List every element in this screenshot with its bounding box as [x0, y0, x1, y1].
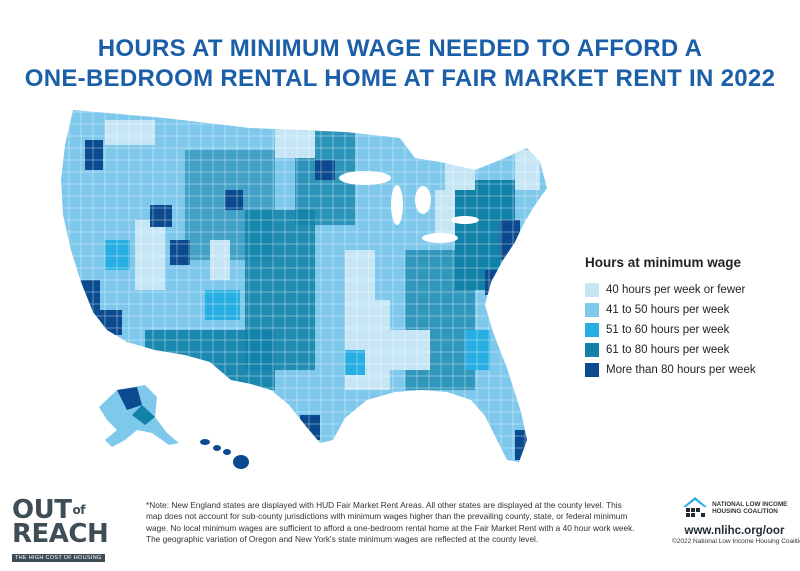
- hawaii: [200, 439, 249, 469]
- legend-swatch: [585, 323, 599, 337]
- alaska: [99, 385, 179, 447]
- logo-reach: REACH: [12, 519, 109, 549]
- footnote: *Note: New England states are displayed …: [146, 500, 635, 544]
- logo-subtitle: THE HIGH COST OF HOUSING: [12, 554, 105, 562]
- legend-swatch: [585, 363, 599, 377]
- legend-item: More than 80 hours per week: [585, 363, 795, 377]
- legend-title: Hours at minimum wage: [585, 255, 742, 270]
- org-name-line-2: HOUSING COALITION: [712, 508, 778, 515]
- org-name-line-1: NATIONAL LOW INCOME: [712, 501, 788, 508]
- map-title: HOURS AT MINIMUM WAGE NEEDED TO AFFORD A…: [0, 34, 800, 94]
- legend-label: 41 to 50 hours per week: [606, 304, 730, 316]
- legend-label: 61 to 80 hours per week: [606, 344, 730, 356]
- house-icon: [682, 497, 707, 517]
- logo-of: of: [72, 503, 85, 517]
- legend-label: 40 hours per week or fewer: [606, 284, 746, 296]
- title-line-1: HOURS AT MINIMUM WAGE NEEDED TO AFFORD A: [97, 35, 703, 62]
- legend-label: More than 80 hours per week: [606, 364, 756, 376]
- copyright: ©2022 National Low Income Housing Coalit…: [672, 538, 800, 545]
- legend-item: 51 to 60 hours per week: [585, 323, 795, 337]
- legend-item: 40 hours per week or fewer: [585, 283, 795, 297]
- legend-swatch: [585, 303, 599, 317]
- org-url[interactable]: www.nlihc.org/oor: [684, 525, 785, 537]
- out-of-reach-logo: OUTof REACH THE HIGH COST OF HOUSING: [12, 495, 124, 564]
- nlihc-branding: NATIONAL LOW INCOME HOUSING COALITION ww…: [672, 496, 800, 545]
- legend-label: 51 to 60 hours per week: [606, 324, 730, 336]
- title-line-2: ONE-BEDROOM RENTAL HOME AT FAIR MARKET R…: [24, 65, 776, 92]
- contiguous-us: [61, 110, 547, 462]
- us-choropleth-map: [61, 110, 547, 469]
- map-legend: Hours at minimum wage 40 hours per week …: [585, 255, 795, 383]
- legend-item: 61 to 80 hours per week: [585, 343, 795, 357]
- legend-swatch: [585, 283, 599, 297]
- logo-out: OUT: [12, 495, 72, 525]
- great-lakes: [339, 171, 479, 243]
- legend-swatch: [585, 343, 599, 357]
- legend-item: 41 to 50 hours per week: [585, 303, 795, 317]
